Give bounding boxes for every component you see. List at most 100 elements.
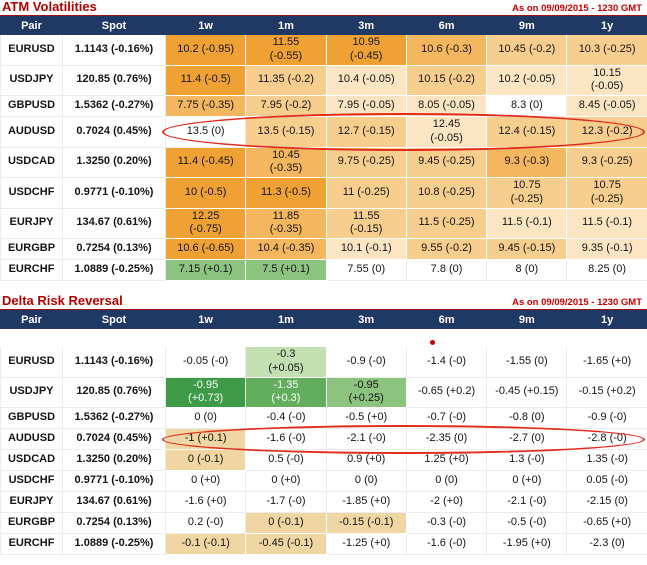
value-cell: -1.65 (+0): [566, 346, 647, 378]
value-cell: 10.45 (-0.2): [486, 34, 568, 66]
value-cell: 1.35 (-0): [566, 449, 647, 471]
pair-cell: USDCAD: [0, 146, 63, 178]
table-row: USDCHF 0.9771 (-0.10%) 0 (+0) 0 (+0) 0 (0) 0 …: [0, 470, 647, 492]
value-cell: 12.7 (-0.15): [325, 116, 407, 148]
table-row: USDCAD 1.3250 (0.20%) 11.4 (-0.45) 10.45 (-…: [0, 146, 647, 178]
spot-cell: 1.3250 (0.20%): [62, 146, 166, 178]
column-header-1y: 1y: [566, 16, 647, 35]
value-cell: 0 (0): [405, 470, 488, 492]
value-cell: 10.2 (-0.05): [486, 64, 568, 96]
blank-cell: [566, 328, 647, 347]
value-cell: -0.15 (+0.2): [566, 376, 647, 408]
pair-cell: EURJPY: [0, 491, 63, 513]
pair-cell: EURCHF: [0, 533, 63, 555]
table-row: EURCHF 1.0889 (-0.25%) -0.1 (-0.1) -0.45 (-…: [0, 533, 647, 555]
spot-cell: 0.7024 (0.45%): [62, 116, 166, 148]
value-cell: -2.1 (-0): [325, 428, 407, 450]
table-row: GBPUSD 1.5362 (-0.27%) 7.75 (-0.35) 7.95 (-…: [0, 95, 647, 117]
value-cell: 10.75 (-0.25): [566, 177, 647, 209]
value-cell: 8.45 (-0.05): [566, 95, 647, 117]
column-header-spot: Spot: [62, 16, 166, 35]
spot-cell: 0.7024 (0.45%): [62, 428, 166, 450]
delta-risk-reversal-section: Delta Risk Reversal As on 09/09/2015 - 1…: [0, 293, 647, 555]
value-cell: 0 (0): [325, 470, 407, 492]
as-on-timestamp: As on 09/09/2015 - 1230 GMT: [512, 297, 642, 308]
column-header-1m: 1m: [245, 310, 327, 329]
value-cell: -0.65 (+0): [566, 512, 647, 534]
value-cell: 7.8 (0): [405, 259, 488, 281]
value-cell: 10.2 (-0.95): [164, 34, 247, 66]
value-cell: 0.5 (-0): [245, 449, 327, 471]
value-cell: 10.1 (-0.1): [325, 238, 407, 260]
pair-cell: EURGBP: [0, 238, 63, 260]
column-header-spot: Spot: [62, 310, 166, 329]
value-cell: -2.35 (0): [405, 428, 488, 450]
blank-cell: [62, 328, 166, 347]
value-cell: -2.8 (-0): [566, 428, 647, 450]
value-cell: 0 (-0.1): [164, 449, 247, 471]
blank-cell: [245, 328, 327, 347]
value-cell: -1.7 (-0): [245, 491, 327, 513]
value-cell: 12.3 (-0.2): [566, 116, 647, 148]
value-cell: -0.95 (+0.73): [164, 376, 247, 408]
value-cell: -1.6 (-0): [405, 533, 488, 555]
header-row: Pair Spot 1w 1m 3m 6m 9m 1y: [0, 16, 647, 35]
value-cell: -2.1 (-0): [486, 491, 568, 513]
value-cell: -0.4 (-0): [245, 407, 327, 429]
value-cell: 11.85 (-0.35): [245, 207, 327, 239]
risk-reversal-table-body: EURUSD 1.1143 (-0.16%) -0.05 (-0) -0.3 (+0.…: [0, 328, 647, 555]
value-cell: 7.95 (-0.05): [325, 95, 407, 117]
value-cell: 10.6 (-0.65): [164, 238, 247, 260]
column-header-3m: 3m: [325, 16, 407, 35]
delta-risk-reversal-table: Pair Spot 1w 1m 3m 6m 9m 1y EURUSD 1.1143 (-0.16…: [0, 310, 647, 555]
table-row: EURCHF 1.0889 (-0.25%) 7.15 (+0.1) 7.5 (+0.…: [0, 259, 647, 281]
section-titlebar: ATM Volatilities As on 09/09/2015 - 1230…: [0, 0, 647, 16]
value-cell: -1 (+0.1): [164, 428, 247, 450]
value-cell: 7.75 (-0.35): [164, 95, 247, 117]
value-cell: -0.3 (+0.05): [245, 346, 327, 378]
value-cell: -2.3 (0): [566, 533, 647, 555]
pair-cell: USDCHF: [0, 177, 63, 209]
value-cell: 11.3 (-0.5): [245, 177, 327, 209]
value-cell: -1.6 (-0): [245, 428, 327, 450]
table-row: USDCAD 1.3250 (0.20%) 0 (-0.1) 0.5 (-0) 0.9 …: [0, 449, 647, 471]
value-cell: -1.35 (+0.3): [245, 376, 327, 408]
value-cell: 0 (+0): [245, 470, 327, 492]
spot-cell: 1.3250 (0.20%): [62, 449, 166, 471]
value-cell: 11 (-0.25): [325, 177, 407, 209]
pair-cell: EURGBP: [0, 512, 63, 534]
value-cell: 11.4 (-0.45): [164, 146, 247, 178]
value-cell: 9.3 (-0.25): [566, 146, 647, 178]
value-cell: 8.3 (0): [486, 95, 568, 117]
value-cell: 7.55 (0): [325, 259, 407, 281]
spot-cell: 0.7254 (0.13%): [62, 238, 166, 260]
value-cell: 11.5 (-0.1): [566, 207, 647, 239]
spot-cell: 1.0889 (-0.25%): [62, 259, 166, 281]
value-cell: -1.6 (+0): [164, 491, 247, 513]
value-cell: 10.15 (-0.05): [566, 64, 647, 96]
value-cell: 10.95 (-0.45): [325, 34, 407, 66]
spot-cell: 1.0889 (-0.25%): [62, 533, 166, 555]
atm-table-wrap: Pair Spot 1w 1m 3m 6m 9m 1y EURUSD 1.1143 (-0.16…: [0, 16, 647, 281]
column-header-6m: 6m: [405, 310, 488, 329]
value-cell: 9.75 (-0.25): [325, 146, 407, 178]
value-cell: 9.3 (-0.3): [486, 146, 568, 178]
value-cell: 9.55 (-0.2): [405, 238, 488, 260]
table-row: EURJPY 134.67 (0.61%) -1.6 (+0) -1.7 (-0) -1…: [0, 491, 647, 513]
pair-cell: USDJPY: [0, 64, 63, 96]
value-cell: -0.95 (+0.25): [325, 376, 407, 408]
header-row: Pair Spot 1w 1m 3m 6m 9m 1y: [0, 310, 647, 329]
value-cell: 0 (-0.1): [245, 512, 327, 534]
spot-cell: 1.1143 (-0.16%): [62, 346, 166, 378]
value-cell: -0.05 (-0): [164, 346, 247, 378]
risk-reversal-table-wrap: Pair Spot 1w 1m 3m 6m 9m 1y EURUSD 1.1143 (-0.16…: [0, 310, 647, 555]
value-cell: -0.45 (-0.1): [245, 533, 327, 555]
blank-cell: [405, 328, 488, 347]
value-cell: -0.7 (-0): [405, 407, 488, 429]
blank-cell: [164, 328, 247, 347]
value-cell: -1.4 (-0): [405, 346, 488, 378]
pair-cell: EURUSD: [0, 34, 63, 66]
column-header-9m: 9m: [486, 16, 568, 35]
as-on-timestamp: As on 09/09/2015 - 1230 GMT: [512, 3, 642, 14]
table-row: AUDUSD 0.7024 (0.45%) -1 (+0.1) -1.6 (-0) -2…: [0, 428, 647, 450]
